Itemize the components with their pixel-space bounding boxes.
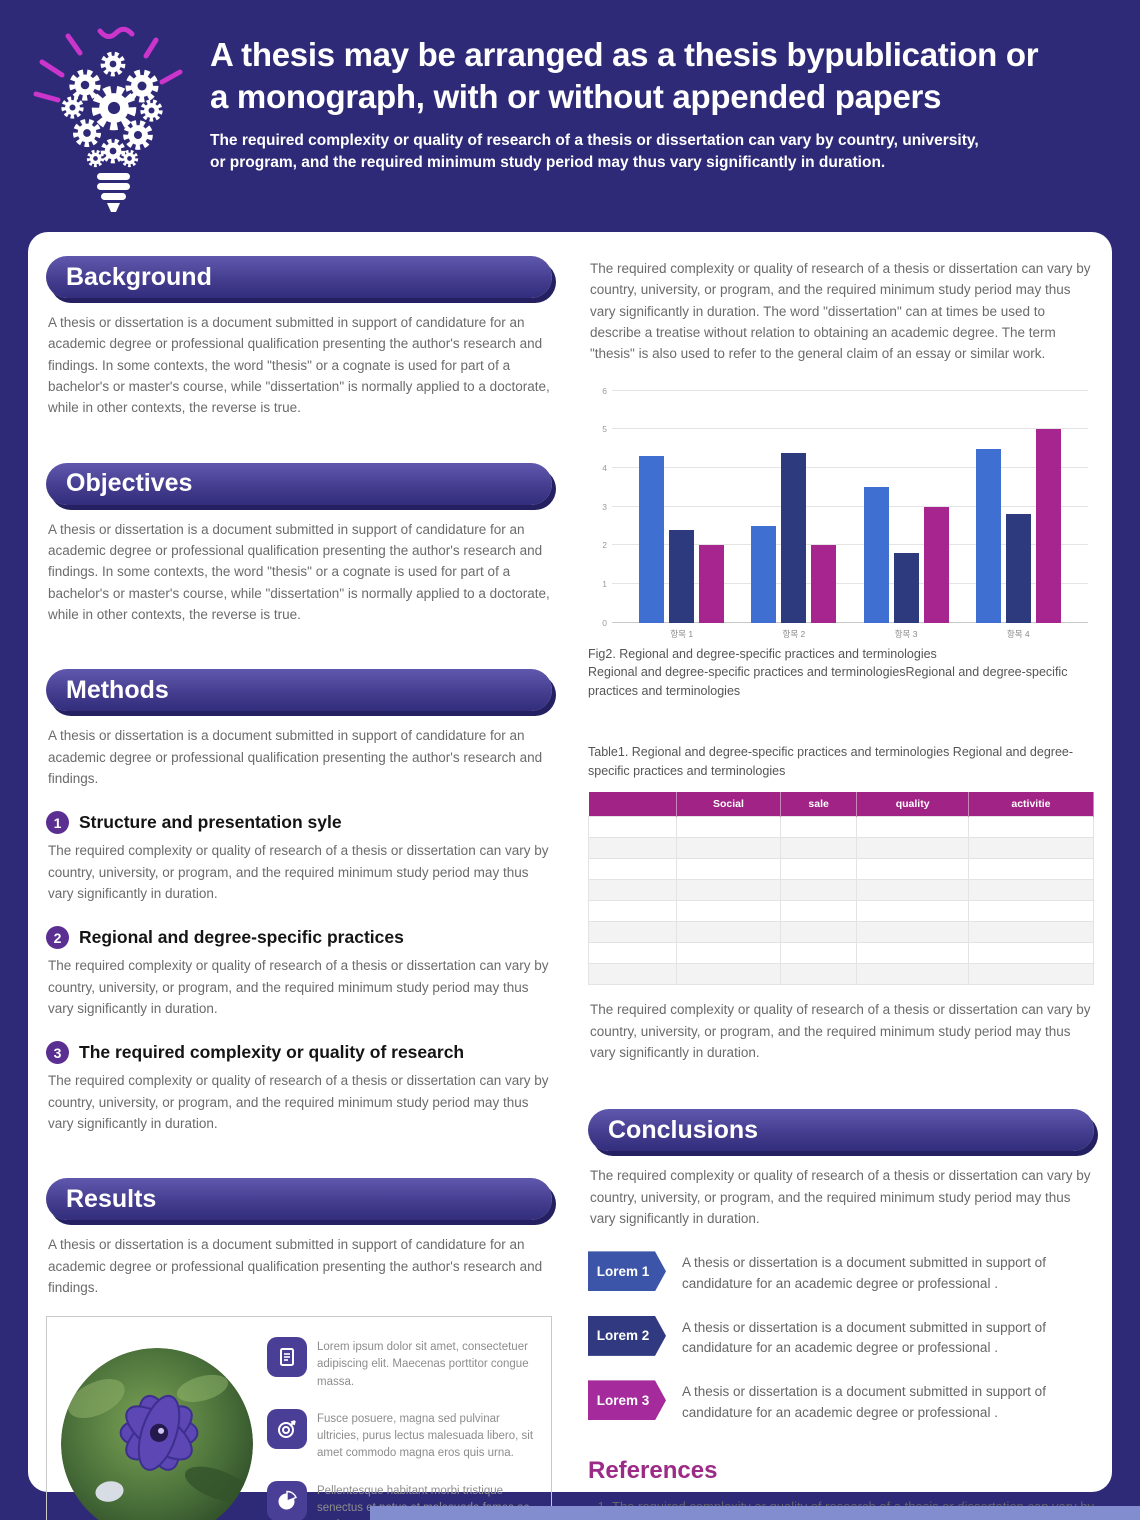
- section-header-methods: Methods: [46, 669, 552, 712]
- bar-group: 항목 3: [863, 391, 949, 639]
- table-row: [588, 816, 1095, 839]
- y-axis-tick: 6: [602, 385, 607, 396]
- bar-series-magenta: [699, 545, 725, 623]
- bar-series-magenta: [923, 506, 949, 623]
- section-header-background: Background: [46, 256, 552, 298]
- lorem-tag: Lorem 1: [588, 1251, 666, 1291]
- poster-content: Background A thesis or dissertation is a…: [28, 232, 1112, 1520]
- objectives-body: A thesis or dissertation is a document s…: [48, 521, 550, 622]
- method-item-1-header: 1 Structure and presentation syle: [46, 811, 552, 835]
- bar-series-navy: [1005, 514, 1031, 623]
- lightbulb-gears-icon: [33, 26, 183, 212]
- poster-title-line2: a monograph, with or without appended pa…: [210, 78, 942, 116]
- method-item-3-body: The required complexity or quality of re…: [48, 1073, 549, 1131]
- figure2-caption: Fig2. Regional and degree-specific pract…: [588, 646, 1068, 699]
- table-header-row: Social sale quality activitie: [588, 792, 1095, 817]
- table-row: [588, 942, 1095, 965]
- right-intro: The required complexity or quality of re…: [590, 261, 1091, 362]
- x-axis-label: 항목 4: [1006, 628, 1030, 639]
- y-axis-tick: 3: [602, 501, 607, 512]
- y-axis-tick: 5: [602, 424, 607, 435]
- bar-series-blue: [751, 525, 777, 623]
- chart-gridline: [612, 389, 1088, 391]
- methods-intro: A thesis or dissertation is a document s…: [48, 728, 543, 786]
- bar-series-navy: [669, 529, 695, 623]
- bar-group: 항목 2: [751, 391, 837, 639]
- y-axis-tick: 0: [602, 617, 607, 628]
- figure1-items: Lorem ipsum dolor sit amet, consectetuer…: [267, 1337, 537, 1520]
- table-row: [588, 963, 1095, 986]
- x-axis-label: 항목 1: [670, 628, 694, 639]
- chart-gridline: [612, 544, 1088, 546]
- pie-chart-icon: [267, 1480, 307, 1520]
- chart-gridline: [612, 466, 1088, 468]
- chart-gridline: [612, 428, 1088, 430]
- table-row: [588, 858, 1095, 881]
- x-axis-label: 항목 2: [782, 628, 806, 639]
- bar-series-navy: [893, 553, 919, 623]
- table-row: [588, 879, 1095, 902]
- after-table-text: The required complexity or quality of re…: [590, 1002, 1091, 1061]
- bar-series-magenta: [1035, 429, 1061, 623]
- section-header-results: Results: [46, 1178, 552, 1221]
- method-item-1-body: The required complexity or quality of re…: [48, 843, 549, 901]
- background-body: A thesis or dissertation is a document s…: [48, 315, 550, 416]
- conclusion-item-2: Lorem 2 A thesis or dissertation is a do…: [588, 1316, 1094, 1359]
- list-item: Fusce posuere, magna sed pulvinar ultric…: [267, 1408, 537, 1463]
- number-badge-1: 1: [46, 811, 69, 835]
- target-icon: [267, 1408, 307, 1449]
- data-table-body: [588, 816, 1095, 986]
- left-column: Background A thesis or dissertation is a…: [46, 256, 552, 1520]
- flower-photo: [61, 1348, 253, 1520]
- lorem-tag: Lorem 3: [588, 1380, 666, 1420]
- bar-series-blue: [639, 456, 665, 623]
- results-body: A thesis or dissertation is a document s…: [48, 1237, 543, 1295]
- bar-series-magenta: [811, 545, 837, 623]
- table-row: [588, 837, 1095, 860]
- table-row: [588, 900, 1095, 923]
- figure2-chart-wrap: 0 1 2 3 4 5 6 항목 1 항목 2 항목 3 항목 4: [590, 386, 1092, 639]
- x-axis-label: 항목 3: [894, 628, 918, 639]
- y-axis-tick: 2: [602, 540, 607, 551]
- bar-group: 항목 4: [975, 391, 1061, 639]
- poster-header: A thesis may be arranged as a thesis byp…: [0, 0, 1140, 232]
- conclusions-body: The required complexity or quality of re…: [590, 1168, 1091, 1227]
- bar-chart: 0 1 2 3 4 5 6 항목 1 항목 2 항목 3 항목 4: [602, 386, 1088, 639]
- poster-title-line1: A thesis may be arranged as a thesis byp…: [210, 36, 1039, 73]
- method-item-2-header: 2 Regional and degree-specific practices: [46, 926, 552, 950]
- method-item-2-body: The required complexity or quality of re…: [48, 958, 549, 1016]
- conclusion-item-1: Lorem 1 A thesis or dissertation is a do…: [588, 1251, 1094, 1294]
- footer-accent-strip: [370, 1506, 1140, 1520]
- list-item: Lorem ipsum dolor sit amet, consectetuer…: [267, 1337, 537, 1391]
- y-axis-tick: 4: [602, 462, 607, 473]
- poster-subtitle: The required complexity or quality of re…: [210, 132, 979, 172]
- references-title: References: [588, 1456, 718, 1484]
- method-item-3-header: 3 The required complexity or quality of …: [46, 1041, 552, 1065]
- right-column: The required complexity or quality of re…: [588, 256, 1095, 1520]
- section-header-conclusions: Conclusions: [588, 1109, 1094, 1152]
- lorem-tag: Lorem 2: [588, 1316, 666, 1356]
- conclusion-item-3: Lorem 3 A thesis or dissertation is a do…: [588, 1380, 1094, 1423]
- document-icon: [267, 1337, 307, 1378]
- number-badge-3: 3: [46, 1041, 69, 1065]
- table1-caption: Table1. Regional and degree-specific pra…: [588, 744, 1074, 778]
- chart-gridline: [612, 621, 1088, 623]
- number-badge-2: 2: [46, 926, 69, 950]
- figure1-box: Lorem ipsum dolor sit amet, consectetuer…: [46, 1316, 552, 1520]
- bar-group: 항목 1: [639, 391, 725, 639]
- section-header-objectives: Objectives: [46, 462, 552, 505]
- bar-series-navy: [781, 452, 807, 623]
- y-axis-tick: 1: [602, 578, 607, 589]
- bar-series-blue: [863, 487, 889, 623]
- chart-gridline: [612, 582, 1088, 584]
- bar-series-blue: [975, 448, 1001, 623]
- table-row: [588, 921, 1095, 944]
- data-table: Social sale quality activitie: [588, 792, 1095, 986]
- chart-gridline: [612, 505, 1088, 507]
